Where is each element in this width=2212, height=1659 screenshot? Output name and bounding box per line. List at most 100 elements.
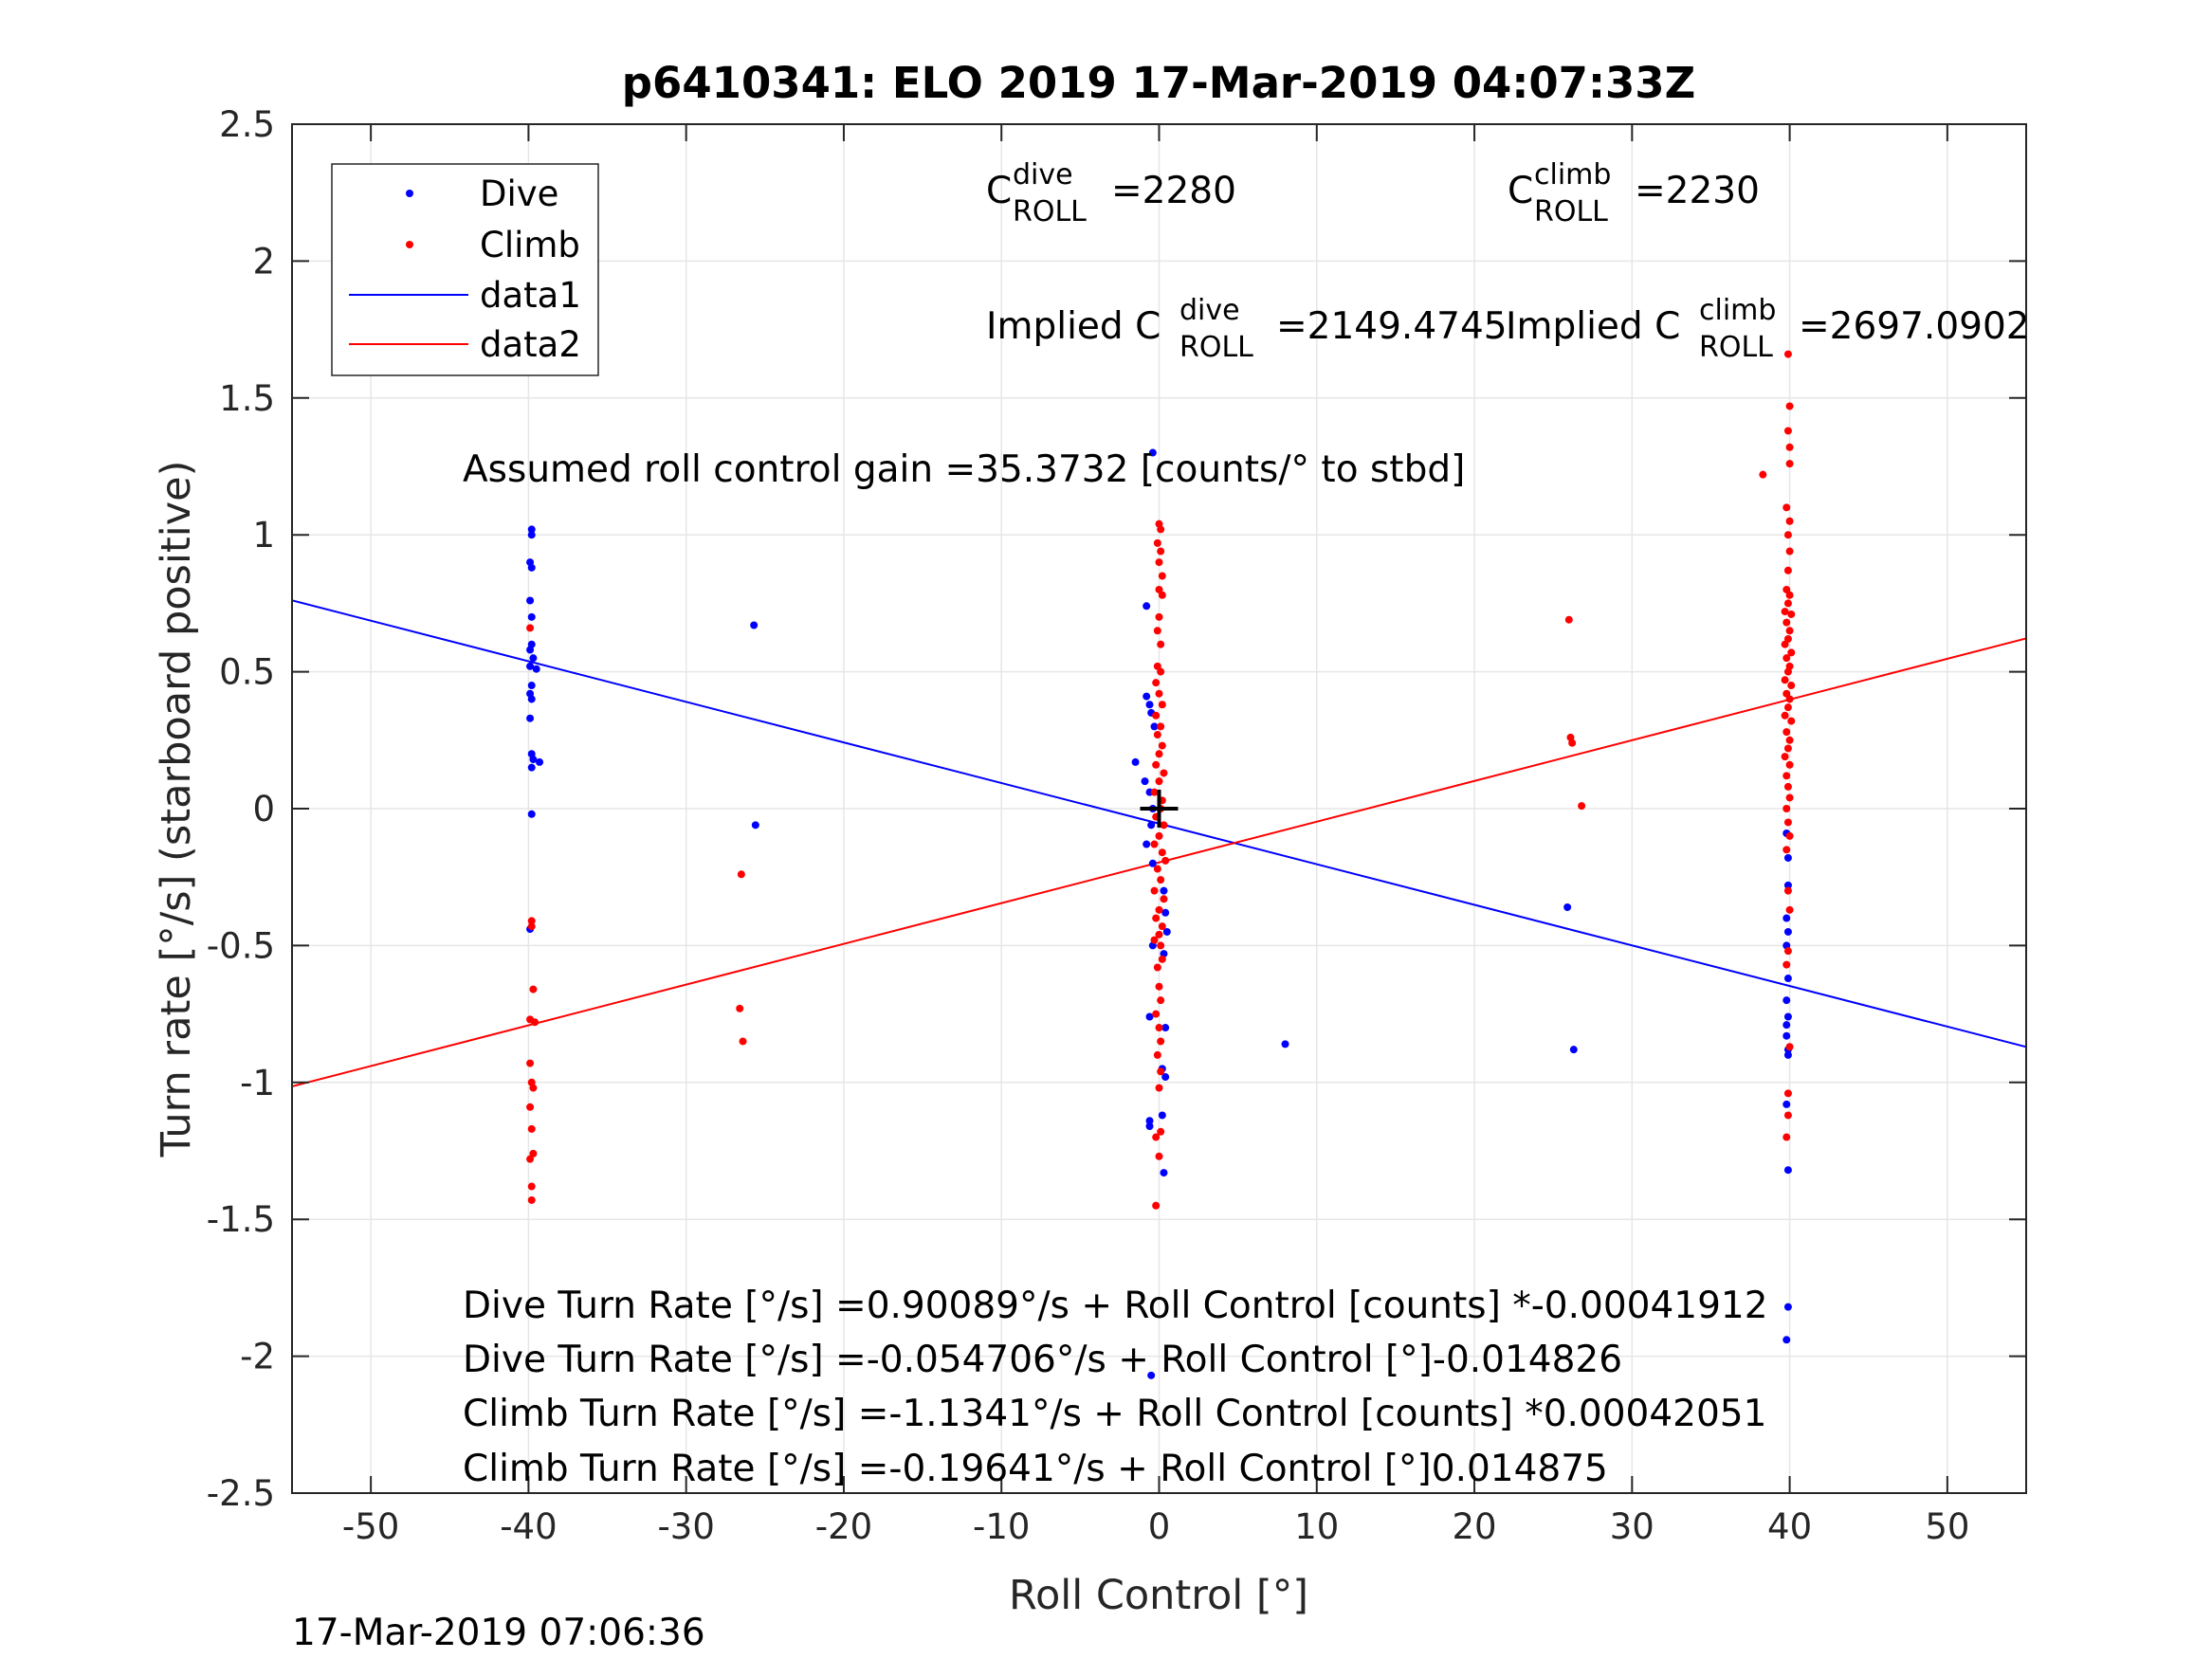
climb-point [1783,703,1792,712]
climb-point [1783,886,1792,895]
dive-point [1782,1031,1791,1040]
x-tick-label: -40 [500,1506,557,1547]
climb-point [1153,662,1161,670]
y-tick-label: -0.5 [207,925,275,966]
dive-point [526,646,535,654]
climb-point [1155,777,1163,786]
climb-point [1782,772,1791,780]
climb-point [1783,818,1792,827]
climb-point [1785,517,1794,525]
climb-point [1564,615,1573,624]
origin-marker [1140,790,1179,828]
climb-point [1153,731,1161,739]
y-tick-label: -2 [240,1337,275,1377]
climb-point [1157,996,1165,1005]
dive-point [1782,914,1791,922]
climb-point [1155,558,1163,567]
legend-dive-marker [406,190,413,197]
climb-point [1785,695,1794,703]
dive-point [1783,1050,1792,1059]
y-tick-label: 1.5 [219,378,275,419]
climb-point [1787,682,1796,690]
climb-point [1157,1067,1165,1076]
climb-point [1783,427,1792,435]
y-tick-label: -1 [240,1063,275,1103]
climb-point [1785,831,1794,840]
climb-point [1155,831,1163,840]
climb-point [1152,760,1161,769]
dive-point [1150,722,1159,731]
climb-point [1782,728,1791,737]
climb-point [1782,503,1791,512]
climb-point [1158,848,1166,857]
c-dive-sup: dive [1013,158,1073,191]
climb-point [1160,895,1168,903]
dive-point [1783,853,1792,862]
climb-point [1158,701,1166,709]
climb-point [1785,591,1794,599]
annotation-c-climb: C climb ROLL =2230 [1508,158,1760,228]
dive-point [1160,1169,1168,1177]
climb-point [1783,350,1792,358]
chart-title: p6410341: ELO 2019 17-Mar-2019 04:07:33Z [622,58,1695,108]
climb-point [1157,876,1165,884]
dive-point [1569,1046,1578,1054]
dive-point [1131,757,1140,766]
climb-point [1160,821,1168,830]
climb-point [1782,689,1791,698]
y-tick-label: 0 [252,789,275,830]
dive-point [1145,1012,1154,1021]
climb-point [1157,722,1165,731]
legend-dive-label: Dive [480,173,558,214]
climb-point [1155,1152,1163,1160]
x-tick-label: -50 [342,1506,399,1547]
climb-point [1782,846,1791,854]
climb-point [1152,1133,1161,1141]
dive-point [527,695,536,703]
climb-point [1155,982,1163,991]
climb-point [527,922,536,931]
dive-point [1782,1336,1791,1344]
dive-point [529,756,538,764]
y-tick-label: -1.5 [207,1199,275,1240]
c-climb-sup: climb [1534,158,1611,191]
climb-point [1158,591,1166,599]
y-tick-label: 0.5 [219,652,275,693]
climb-point [1157,667,1165,676]
dive-point [1563,902,1572,911]
c-dive-value: =2280 [1111,170,1236,212]
climb-point [1782,1133,1791,1141]
climb-point [527,1124,536,1133]
dive-point [526,596,535,605]
climb-point [526,624,535,632]
c-climb-base: C [1508,170,1533,212]
climb-point [527,1195,536,1204]
y-tick-label: 2.5 [219,104,275,145]
climb-point [1152,1201,1161,1210]
climb-point [1157,640,1165,648]
implied-dive-value: =2149.4745 [1276,305,1508,348]
dive-point [1141,777,1149,786]
climb-point [1568,738,1577,747]
fit-line-data2 [291,637,2027,1087]
climb-point [1783,744,1792,753]
x-axis-label: Roll Control [°] [1009,1572,1308,1619]
dive-fit-counts: Dive Turn Rate [°/s] =0.90089°/s + Roll … [463,1285,1768,1327]
climb-point [1782,618,1791,627]
dive-fit-degrees: Dive Turn Rate [°/s] =-0.054706°/s + Rol… [463,1339,1622,1381]
climb-point [1150,936,1159,944]
implied-dive-sub: ROLL [1179,331,1253,364]
dive-point [1161,1073,1170,1082]
climb-point [1152,914,1161,922]
implied-dive-sup: dive [1179,294,1240,327]
dive-point [1148,448,1157,457]
climb-point [1150,788,1159,796]
climb-point [1158,955,1166,963]
climb-point [1759,470,1767,479]
climb-point [736,1004,744,1012]
climb-point [1160,769,1168,777]
climb-point [1785,443,1794,451]
climb-point [527,1182,536,1191]
climb-point [1781,711,1789,720]
y-tick-label: 1 [252,515,275,556]
